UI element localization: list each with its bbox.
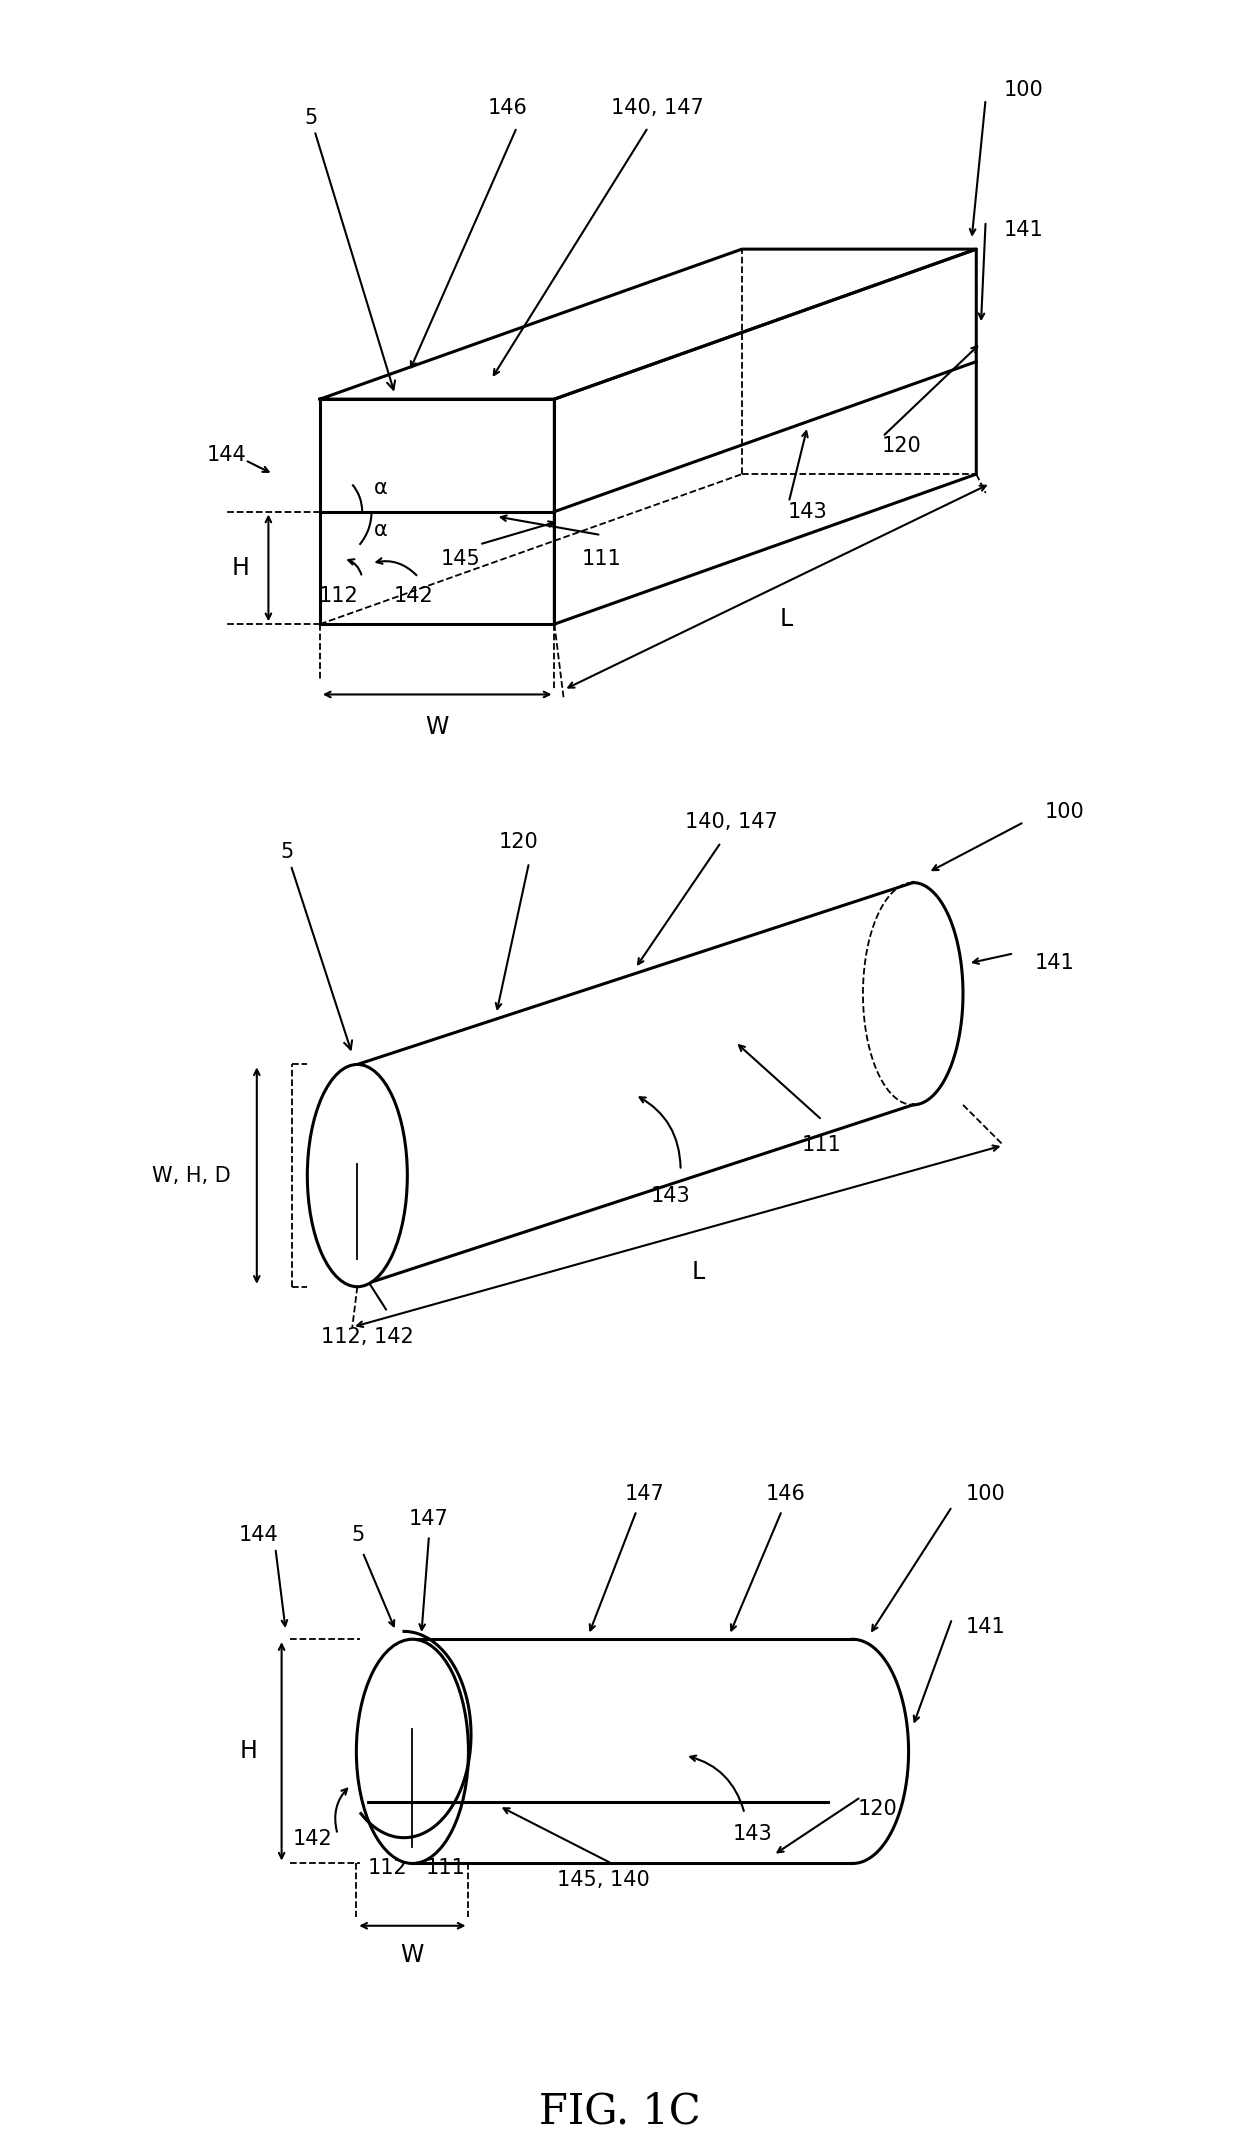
Text: 142: 142 xyxy=(293,1828,332,1849)
Text: 100: 100 xyxy=(966,1483,1006,1504)
Text: H: H xyxy=(239,1740,258,1764)
Ellipse shape xyxy=(308,1065,407,1286)
Text: 5: 5 xyxy=(280,842,352,1050)
Text: 142: 142 xyxy=(394,585,434,606)
Ellipse shape xyxy=(356,1639,469,1864)
Text: 146: 146 xyxy=(487,99,527,118)
Text: 145: 145 xyxy=(440,549,480,568)
Text: 111: 111 xyxy=(582,549,621,568)
Text: 111: 111 xyxy=(802,1136,842,1155)
Text: α: α xyxy=(374,521,388,540)
Text: 120: 120 xyxy=(498,831,539,853)
Text: 144: 144 xyxy=(239,1526,279,1545)
Text: 144: 144 xyxy=(206,446,246,465)
Text: W, H, D: W, H, D xyxy=(151,1166,231,1185)
Text: 5: 5 xyxy=(352,1526,365,1545)
Text: 111: 111 xyxy=(425,1858,465,1877)
Text: H: H xyxy=(232,555,249,581)
Text: 112, 142: 112, 142 xyxy=(321,1327,414,1348)
Text: 143: 143 xyxy=(651,1185,691,1207)
Text: 141: 141 xyxy=(966,1616,1006,1637)
Text: W: W xyxy=(401,1944,424,1967)
Text: 140, 147: 140, 147 xyxy=(611,99,704,118)
Text: 140, 147: 140, 147 xyxy=(684,812,777,831)
Text: 143: 143 xyxy=(787,501,827,521)
Text: 100: 100 xyxy=(1044,801,1085,823)
Text: 141: 141 xyxy=(1034,954,1074,973)
Text: W: W xyxy=(425,716,449,739)
Text: 5: 5 xyxy=(304,107,396,390)
Text: 112: 112 xyxy=(367,1858,408,1877)
Text: L: L xyxy=(780,606,794,632)
Text: 100: 100 xyxy=(1003,79,1043,101)
Text: α: α xyxy=(374,478,388,497)
Text: FIG. 1C: FIG. 1C xyxy=(539,2089,701,2132)
Text: 120: 120 xyxy=(858,1800,898,1819)
Text: 112: 112 xyxy=(319,585,358,606)
Text: L: L xyxy=(692,1260,704,1284)
Text: 147: 147 xyxy=(625,1483,665,1504)
Text: 146: 146 xyxy=(766,1483,806,1504)
Text: 120: 120 xyxy=(882,435,921,456)
Text: 145, 140: 145, 140 xyxy=(557,1871,650,1890)
Text: 147: 147 xyxy=(409,1509,449,1528)
Text: 143: 143 xyxy=(733,1824,773,1845)
Text: 141: 141 xyxy=(1003,221,1043,240)
